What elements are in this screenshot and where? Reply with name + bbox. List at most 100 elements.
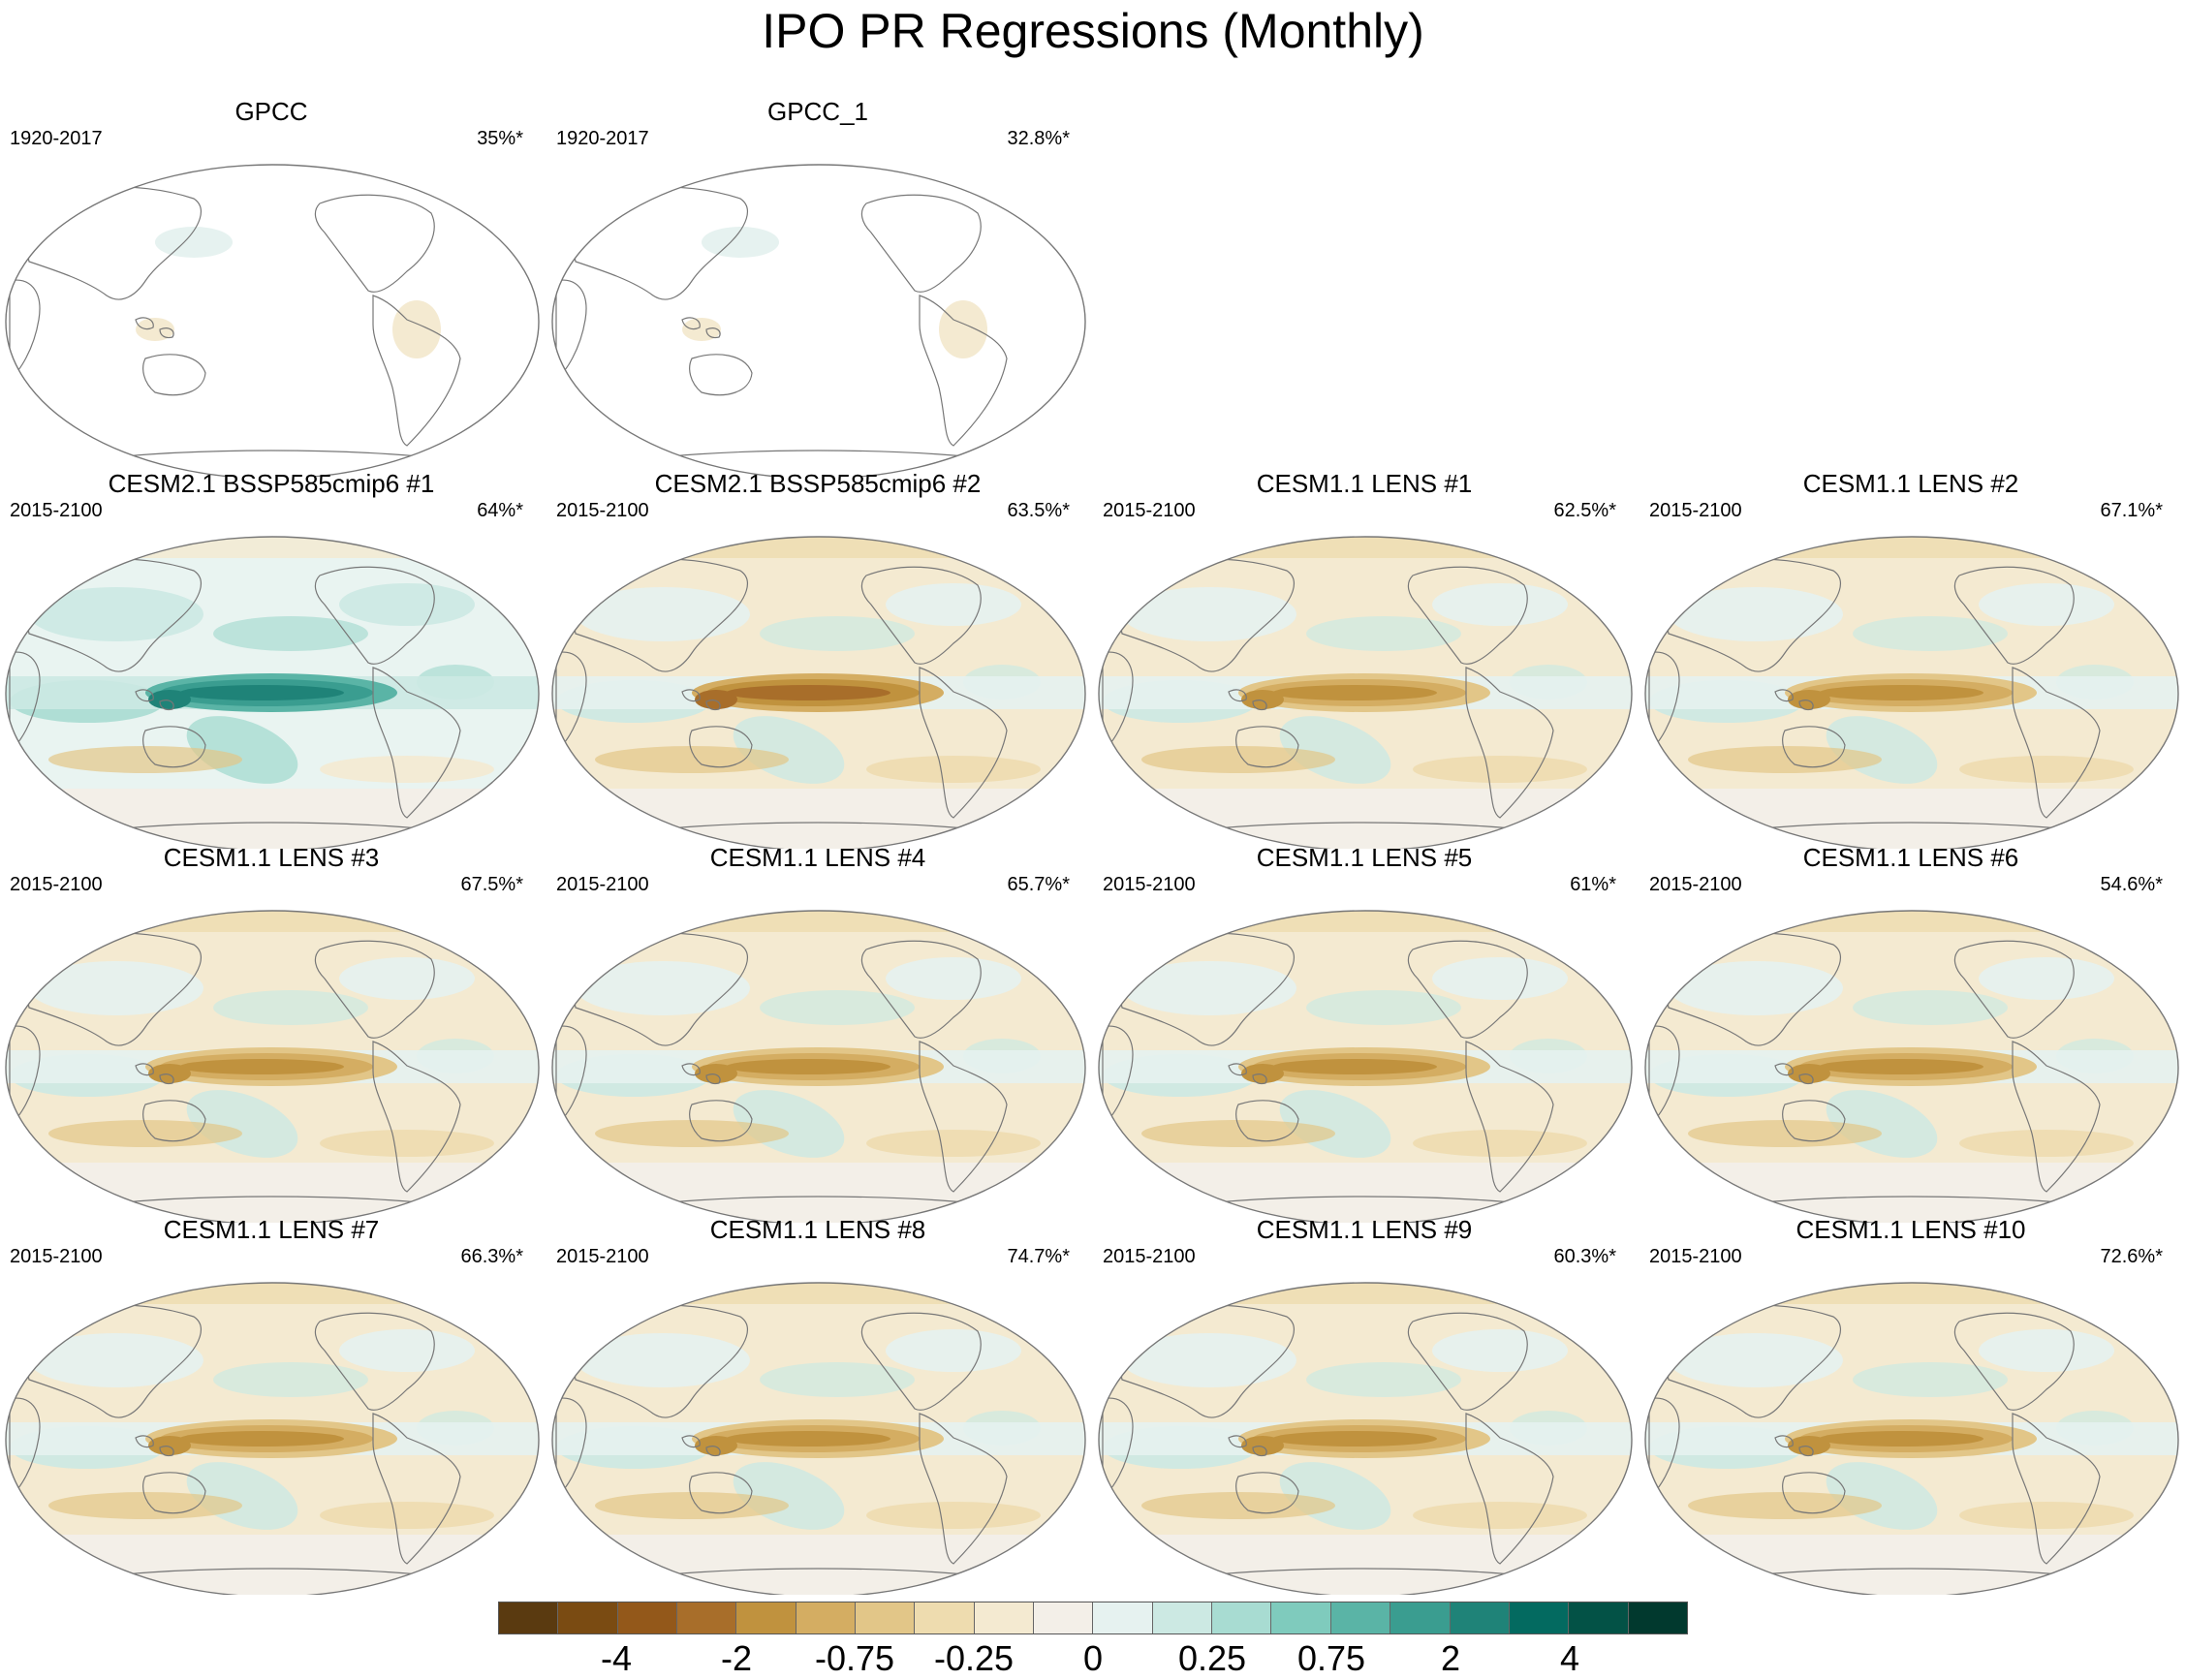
colorbar-box [1152, 1602, 1213, 1633]
panel-title: CESM1.1 LENS #1 [1256, 469, 1473, 498]
map-panel: CESM1.1 LENS #2 2015-2100 67.1%* [1640, 469, 2182, 849]
map-panel: CESM1.1 LENS #8 2015-2100 74.7%* [546, 1215, 1089, 1595]
colorbar-box [677, 1602, 737, 1633]
panel-title: GPCC [234, 97, 308, 126]
colorbar-tick-label: 0 [1082, 1638, 1104, 1678]
map-border [1644, 1282, 2179, 1595]
colorbar-box [1093, 1602, 1153, 1633]
panel-percent: 35%* [477, 128, 523, 149]
colorbar-box [915, 1602, 975, 1633]
map-panel: CESM2.1 BSSP585cmip6 #2 2015-2100 63.5%* [546, 469, 1089, 849]
world-map [5, 164, 540, 477]
panel-period: 2015-2100 [10, 1246, 103, 1267]
colorbar-box [1628, 1602, 1687, 1633]
map-border [1098, 910, 1633, 1223]
panel-title: CESM2.1 BSSP585cmip6 #2 [654, 469, 982, 498]
colorbar-box [1390, 1602, 1451, 1633]
map-border [1644, 536, 2179, 849]
map-panel: GPCC_1 1920-2017 32.8%* [546, 97, 1089, 477]
map-panel: GPCC 1920-2017 35%* [0, 97, 543, 477]
panel-title: CESM1.1 LENS #6 [1802, 843, 2019, 872]
panel-percent: 66.3%* [460, 1246, 524, 1267]
panel-percent: 60.3%* [1553, 1246, 1617, 1267]
world-map [1098, 910, 1633, 1223]
panel-title: CESM1.1 LENS #5 [1256, 843, 1473, 872]
map-fill [1099, 911, 1632, 1223]
colorbar-box [1509, 1602, 1570, 1633]
panel-percent: 74.7%* [1007, 1246, 1071, 1267]
figure-title: IPO PR Regressions (Monthly) [762, 4, 1424, 58]
world-map [1098, 536, 1633, 849]
colorbar-box [1450, 1602, 1510, 1633]
panel-percent: 64%* [477, 500, 523, 521]
panel-period: 2015-2100 [10, 500, 103, 521]
map-fill [552, 911, 1085, 1223]
map-border [551, 1282, 1086, 1595]
map-fill [6, 1283, 539, 1595]
panel-period: 2015-2100 [1103, 1246, 1196, 1267]
map-fill [6, 537, 539, 849]
panel-period: 2015-2100 [556, 500, 649, 521]
colorbar-box [1212, 1602, 1272, 1633]
colorbar-box [856, 1602, 916, 1633]
panel-title: CESM1.1 LENS #3 [163, 843, 380, 872]
map-panel: CESM1.1 LENS #7 2015-2100 66.3%* [0, 1215, 543, 1595]
map-border [5, 1282, 540, 1595]
colorbar-box [1271, 1602, 1331, 1633]
panel-percent: 63.5%* [1007, 500, 1071, 521]
world-map [1098, 1282, 1633, 1595]
map-fill [552, 537, 1085, 849]
colorbar-box [796, 1602, 857, 1633]
map-panel: CESM1.1 LENS #5 2015-2100 61%* [1093, 843, 1636, 1223]
colorbar-box [499, 1602, 559, 1633]
map-border [1098, 536, 1633, 849]
panel-title: CESM1.1 LENS #8 [709, 1215, 926, 1244]
panel-period: 2015-2100 [10, 874, 103, 895]
world-map [5, 536, 540, 849]
panel-period: 1920-2017 [10, 128, 103, 149]
world-map [551, 910, 1086, 1223]
colorbar-tick-label: 2 [1440, 1638, 1461, 1678]
colorbar-box [1569, 1602, 1629, 1633]
colorbar-box [558, 1602, 618, 1633]
world-map [551, 164, 1086, 477]
map-fill [6, 911, 539, 1223]
panel-title: CESM1.1 LENS #9 [1256, 1215, 1473, 1244]
panel-title: CESM1.1 LENS #4 [709, 843, 926, 872]
panel-period: 2015-2100 [1103, 500, 1196, 521]
panel-percent: 67.1%* [2100, 500, 2164, 521]
panel-percent: 32.8%* [1007, 128, 1071, 149]
map-panel: CESM1.1 LENS #9 2015-2100 60.3%* [1093, 1215, 1636, 1595]
colorbar-tick-label: -4 [600, 1638, 633, 1678]
map-border [5, 164, 540, 477]
world-map [1644, 536, 2179, 849]
colorbar-tick-label: 4 [1559, 1638, 1580, 1678]
panel-title: GPCC_1 [766, 97, 869, 126]
panel-period: 2015-2100 [1103, 874, 1196, 895]
panel-title: CESM1.1 LENS #2 [1802, 469, 2019, 498]
colorbar-tick-label: -2 [720, 1638, 753, 1678]
colorbar-tick-label: 0.25 [1177, 1638, 1247, 1678]
panel-period: 2015-2100 [556, 1246, 649, 1267]
panel-percent: 72.6%* [2100, 1246, 2164, 1267]
map-panel: CESM1.1 LENS #4 2015-2100 65.7%* [546, 843, 1089, 1223]
panel-period: 2015-2100 [556, 874, 649, 895]
panel-period: 2015-2100 [1649, 874, 1742, 895]
map-fill [1099, 537, 1632, 849]
colorbar-tick-label: -0.25 [933, 1638, 1015, 1678]
map-border [1644, 910, 2179, 1223]
colorbar-tick-label: -0.75 [814, 1638, 895, 1678]
panel-period: 2015-2100 [1649, 500, 1742, 521]
colorbar-box [736, 1602, 796, 1633]
map-border [1098, 1282, 1633, 1595]
colorbar-box [617, 1602, 678, 1633]
panel-title: CESM2.1 BSSP585cmip6 #1 [108, 469, 435, 498]
map-panel: CESM2.1 BSSP585cmip6 #1 2015-2100 64%* [0, 469, 543, 849]
map-fill [552, 1283, 1085, 1595]
map-border [551, 164, 1086, 477]
map-panel: CESM1.1 LENS #1 2015-2100 62.5%* [1093, 469, 1636, 849]
panel-percent: 65.7%* [1007, 874, 1071, 895]
map-fill [1099, 1283, 1632, 1595]
map-border [551, 910, 1086, 1223]
map-panel: CESM1.1 LENS #6 2015-2100 54.6%* [1640, 843, 2182, 1223]
